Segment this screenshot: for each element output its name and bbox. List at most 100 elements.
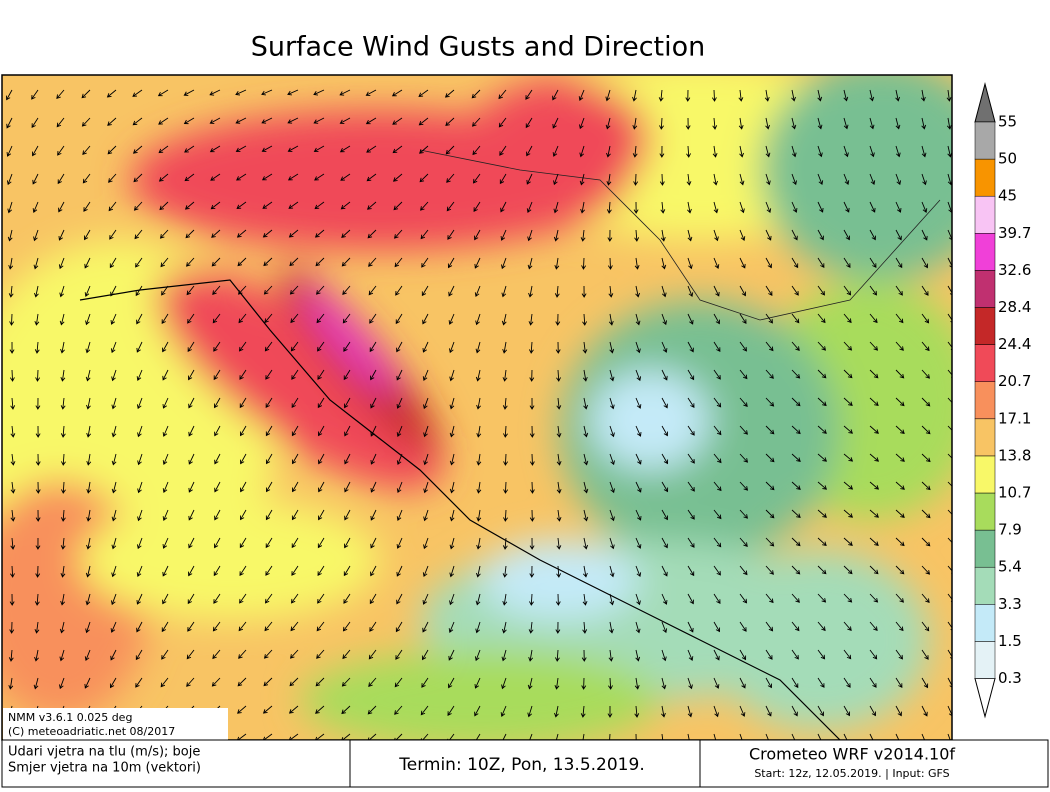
wind-arrow (503, 509, 508, 522)
wind-arrow (869, 537, 879, 546)
wind-arrow (713, 229, 719, 242)
wind-arrow (85, 313, 91, 326)
wind-arrow (265, 369, 273, 380)
wind-arrow (921, 313, 930, 324)
wind-arrow (582, 565, 588, 578)
wind-arrow (609, 565, 615, 578)
wind-arrow (711, 89, 717, 102)
wind-arrow (635, 481, 642, 493)
wind-arrow (449, 509, 455, 522)
wind-arrow (583, 481, 589, 494)
wind-arrow (317, 565, 325, 576)
wind-arrow (188, 481, 195, 493)
wind-arrow (921, 285, 929, 296)
wind-arrow (472, 145, 481, 156)
wind-arrow (159, 229, 169, 239)
wind-arrow (529, 481, 535, 494)
wind-arrow (211, 257, 221, 267)
wind-arrow (554, 285, 560, 298)
wind-arrow (213, 565, 221, 577)
wind-arrow (60, 509, 66, 522)
wind-arrow (739, 565, 748, 576)
wind-arrow (609, 593, 615, 606)
wind-arrow (713, 621, 721, 633)
wind-arrow (526, 201, 533, 214)
wind-arrow (136, 397, 143, 410)
wind-arrow (765, 313, 773, 324)
wind-arrow (59, 313, 65, 326)
wind-arrow (8, 677, 14, 690)
wind-arrow (212, 285, 221, 295)
wind-arrow (843, 537, 853, 546)
wind-arrow (661, 341, 668, 353)
wind-arrow (449, 397, 455, 410)
wind-arrow (608, 313, 614, 326)
wind-arrow (474, 285, 481, 298)
wind-arrow (687, 621, 694, 633)
wind-arrow (261, 145, 273, 152)
wind-arrow (421, 257, 429, 268)
wind-arrow (263, 677, 273, 687)
wind-arrow (739, 313, 747, 324)
wind-arrow (552, 89, 559, 101)
wind-arrow (316, 621, 325, 632)
wind-arrow (184, 201, 195, 210)
wind-arrow (445, 117, 455, 127)
wind-arrow (314, 229, 325, 238)
wind-arrow (316, 649, 325, 659)
wind-arrow (35, 397, 41, 410)
wind-arrow (895, 677, 903, 689)
wind-arrow (288, 201, 299, 209)
wind-arrow (344, 453, 351, 465)
wind-arrow (183, 89, 195, 96)
wind-arrow (235, 145, 247, 152)
wind-arrow (502, 593, 508, 606)
wind-arrow (921, 173, 927, 186)
wind-arrow (162, 425, 169, 437)
wind-arrow (394, 705, 403, 715)
wind-arrow (59, 285, 65, 298)
wind-arrow (213, 593, 221, 604)
wind-arrow (527, 229, 533, 242)
wind-arrow (529, 397, 535, 410)
wind-arrow (446, 173, 455, 183)
wind-arrow (366, 145, 377, 153)
wind-arrow (85, 593, 91, 606)
wind-arrow (582, 621, 588, 634)
wind-arrow (369, 341, 377, 353)
wind-arrow (134, 229, 143, 240)
wind-arrow (817, 481, 828, 490)
colorbar-bin (974, 381, 996, 420)
wind-arrow (606, 173, 612, 186)
wind-arrow (552, 117, 559, 129)
wind-arrow (370, 369, 377, 381)
wind-arrow (366, 173, 377, 182)
wind-arrow (921, 537, 931, 547)
wind-arrow (8, 649, 14, 662)
wind-arrow (739, 453, 749, 463)
wind-arrow (713, 453, 722, 464)
wind-arrow (579, 145, 585, 158)
wind-arrow (290, 593, 299, 604)
wind-arrow (187, 313, 195, 324)
wind-arrow (791, 117, 797, 130)
wind-arrow (370, 453, 377, 465)
wind-arrow (475, 565, 481, 578)
wind-arrow (609, 621, 614, 634)
wind-arrow (660, 201, 666, 214)
wind-arrow (661, 649, 667, 662)
wind-arrow (32, 145, 39, 157)
wind-arrow (791, 201, 798, 213)
wind-arrow (6, 145, 13, 157)
wind-arrow (447, 705, 455, 716)
wind-arrow (59, 677, 65, 690)
wind-arrow (817, 593, 827, 603)
wind-arrow (503, 481, 509, 494)
colorbar-cap (974, 82, 996, 123)
wind-arrow (791, 257, 799, 269)
colorbar-label: 1.5 (998, 632, 1022, 650)
wind-arrow (660, 229, 666, 242)
wind-arrow (317, 537, 325, 549)
wind-arrow (474, 257, 481, 269)
wind-arrow (449, 453, 455, 466)
